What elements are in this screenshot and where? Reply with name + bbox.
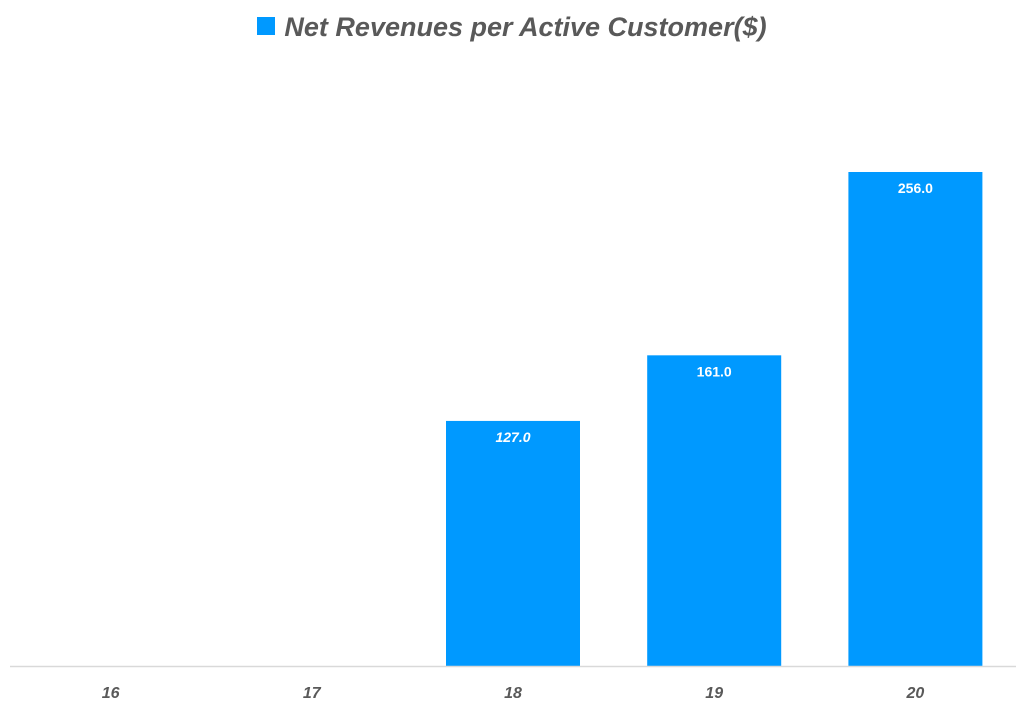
legend-swatch [257,16,276,35]
legend: Net Revenues per Active Customer($) [0,12,1024,43]
data-label-19: 161.0 [697,363,732,379]
x-tick-label-18: 18 [504,685,522,702]
legend-label: Net Revenues per Active Customer($) [284,12,767,42]
x-tick-label-17: 17 [303,685,322,702]
data-label-18: 127.0 [495,429,530,445]
bar-19 [647,355,782,666]
bar-18 [446,420,580,666]
x-tick-label-16: 16 [102,685,120,702]
data-label-20: 256.0 [898,180,933,196]
bar-20 [848,172,983,666]
x-tick-label-20: 20 [906,685,925,702]
x-tick-label-19: 19 [705,685,723,702]
